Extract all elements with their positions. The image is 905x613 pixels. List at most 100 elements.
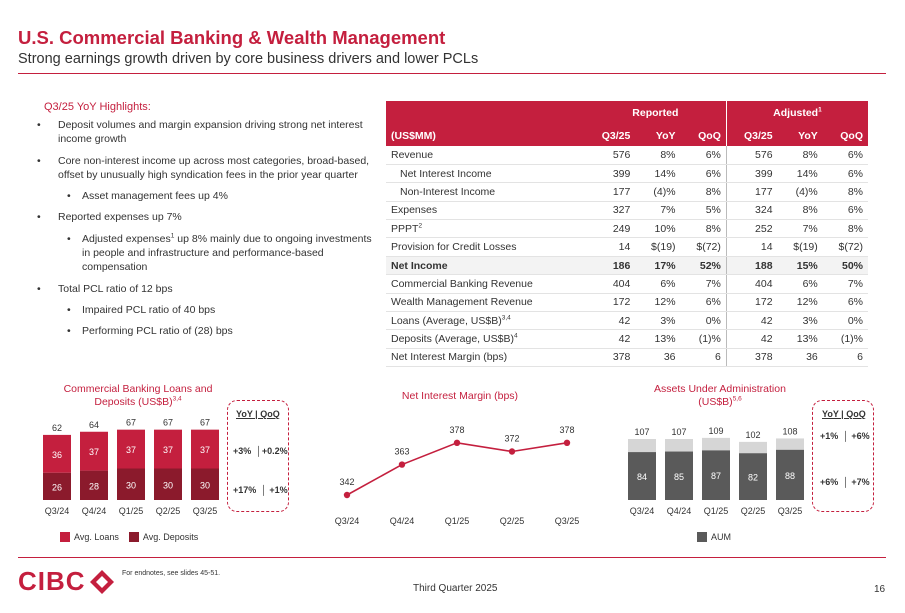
table-cell: $(19) <box>635 237 681 257</box>
table-cell: 3% <box>635 311 681 331</box>
table-row: Deposits (Average, US$B)4 42 13% (1)% 42 13%(… <box>386 329 868 349</box>
unit-header: (US$MM) <box>386 125 585 146</box>
table-cell: (4)% <box>777 182 823 202</box>
aum-bar <box>739 453 767 500</box>
table-cell: 172 <box>725 293 778 313</box>
table-cell: 0% <box>680 311 727 331</box>
table-cell: 10% <box>635 219 681 239</box>
table-cell: 6% <box>822 201 868 221</box>
loans-deposits-chart: 26 36 62 Q3/24 28 37 64 Q4/24 30 37 67 Q1/25 30 37 67 Q… <box>43 418 219 516</box>
row-label-text: Loans (Average, US$B) <box>391 314 502 327</box>
row-label: Wealth Management Revenue <box>386 293 585 313</box>
table-cell: 188 <box>725 256 778 276</box>
nim-chart: 342 Q3/24 363 Q4/24 378 Q1/25 372 Q2/25 378 Q3/25 <box>335 425 580 526</box>
table-cell: 7% <box>635 201 681 221</box>
deposits-bar <box>154 468 182 500</box>
row-label: Revenue <box>386 146 585 165</box>
table-cell: 399 <box>725 164 778 184</box>
total-label: 67 <box>200 418 210 428</box>
x-tick-label: Q3/25 <box>555 516 580 526</box>
aua-growth-box <box>812 400 874 512</box>
deposits-bar <box>80 470 108 500</box>
legend-label: Avg. Loans <box>74 532 119 542</box>
legend-swatch-loans <box>60 532 70 542</box>
aum-label: 82 <box>748 473 758 483</box>
row-label-text: Commercial Banking Revenue <box>391 277 533 290</box>
highlights-title: Q3/25 YoY Highlights: <box>44 101 151 113</box>
table-cell: 36 <box>777 348 823 368</box>
table-cell: 15% <box>777 256 823 276</box>
group-adjusted-label: Adjusted <box>773 107 819 119</box>
table-cell: 7% <box>777 219 823 239</box>
table-row: Wealth Management Revenue 172 12% 6% 172 12% 6… <box>386 293 868 313</box>
loans-legend: Avg. Loans Avg. Deposits <box>60 532 198 542</box>
table-cell: 8% <box>777 201 823 221</box>
endnote-text: For endnotes, see slides 45-51. <box>122 570 221 577</box>
highlight-bullet: Total PCL ratio of 12 bps <box>30 282 375 297</box>
table-row: Non-Interest Income 177 (4)% 8% 177 (4)% 8% <box>386 182 868 202</box>
table-cell: $(72) <box>822 237 868 257</box>
page-number: 16 <box>874 584 886 595</box>
table-row: Net Interest Income 399 14% 6% 399 14% 6% <box>386 164 868 184</box>
row-label: Non-Interest Income <box>386 182 585 202</box>
highlight-bullet: Reported expenses up 7% <box>30 210 375 225</box>
chart-title-aua: Assets Under Administration (US$B)5,6 <box>640 383 800 409</box>
total-label: 109 <box>708 426 723 436</box>
growth-value: +3% │+0.2% <box>233 446 288 456</box>
table-cell: 52% <box>680 256 727 276</box>
table-cell: 6% <box>635 274 681 294</box>
deposits-bar <box>191 468 219 500</box>
table-cell: 12% <box>777 293 823 313</box>
yoy-value: +17% <box>233 485 257 495</box>
nim-point <box>563 439 571 446</box>
table-cell: 6% <box>822 293 868 313</box>
loans-label: 36 <box>52 450 62 460</box>
table-cell: 14% <box>635 164 681 184</box>
growth-value: +6% │ +7% <box>820 477 870 487</box>
table-cell: $(72) <box>680 237 727 257</box>
group-adjusted: Adjusted1 <box>725 101 868 125</box>
table-cell: 378 <box>725 348 778 368</box>
chart-title-text: Assets Under Administration (US$B) <box>654 383 786 408</box>
loans-bar <box>80 431 108 471</box>
row-label-text: Deposits (Average, US$B) <box>391 333 514 346</box>
row-label: PPPT2 <box>386 219 585 239</box>
table-cell: 404 <box>584 274 636 294</box>
table-body: Revenue 576 8% 6% 576 8% 6% Net Interest Income… <box>386 146 868 368</box>
aum-bar <box>628 452 656 500</box>
x-tick-label: Q1/25 <box>704 506 729 516</box>
table-corner <box>386 101 585 125</box>
yoy-value: +3% <box>233 446 252 456</box>
nim-value-label: 342 <box>339 477 354 487</box>
bullet-text: Adjusted expenses <box>82 232 171 245</box>
nim-value-label: 372 <box>504 434 519 444</box>
deposits-label: 30 <box>126 480 136 490</box>
table-cell: 399 <box>584 164 636 184</box>
nim-value-label: 363 <box>394 447 409 457</box>
highlight-sub-bullet: Asset management fees up 4% <box>30 189 375 204</box>
nim-line <box>346 441 568 496</box>
loans-label: 37 <box>126 445 136 455</box>
x-tick-label: Q3/24 <box>630 506 655 516</box>
highlights-list: Deposit volumes and margin expansion dri… <box>30 118 375 346</box>
x-tick-label: Q4/24 <box>667 506 692 516</box>
table-row: Loans (Average, US$B)3,4 42 3% 0% 42 3% 0% <box>386 311 868 331</box>
table-cell: 576 <box>725 146 778 165</box>
x-tick-label: Q4/24 <box>82 506 107 516</box>
footnote-ref: 3,4 <box>501 314 511 322</box>
footer-quarter: Third Quarter 2025 <box>413 583 498 594</box>
table-cell: 6% <box>680 146 727 165</box>
aum-bar <box>665 451 693 500</box>
table-cell: (1)% <box>822 329 868 349</box>
table-column-header: (US$MM) Q3/25 YoY QoQ Q3/25 YoY QoQ <box>386 125 868 146</box>
x-tick-label: Q3/25 <box>193 506 218 516</box>
aua-chart: 84 107 Q3/24 85 107 Q4/24 87 109 Q1/25 82 102 Q2/25… <box>628 426 804 516</box>
row-label: Net Interest Income <box>386 164 585 184</box>
footer-divider <box>18 557 886 558</box>
deposits-bar <box>43 472 71 500</box>
row-label-text: Net Interest Income <box>400 167 492 180</box>
table-cell: 378 <box>584 348 636 368</box>
loans-bar <box>154 429 182 469</box>
loans-label: 37 <box>89 447 99 457</box>
table-cell: 186 <box>584 256 636 276</box>
